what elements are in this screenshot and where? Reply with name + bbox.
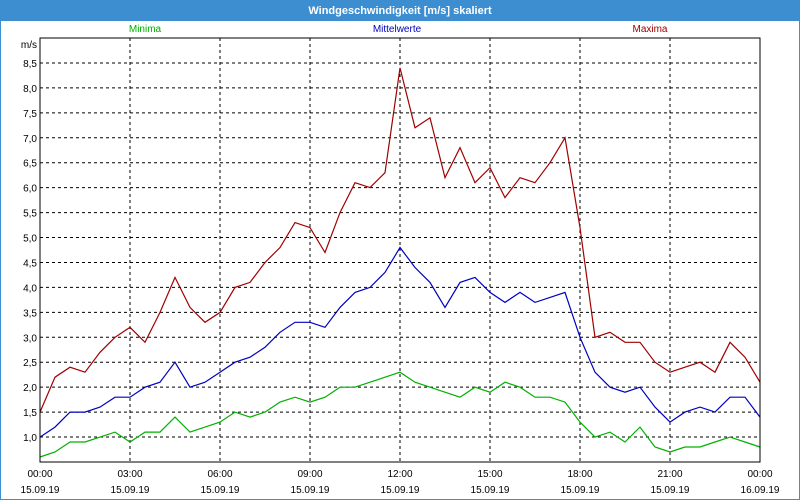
y-tick-label: 8,0 <box>23 84 37 95</box>
x-tick-time: 03:00 <box>117 469 142 480</box>
y-axis-unit: m/s <box>21 40 37 51</box>
x-tick-time: 00:00 <box>747 469 772 480</box>
x-tick-date: 15.09.19 <box>201 485 240 496</box>
x-tick-time: 09:00 <box>297 469 322 480</box>
x-tick-time: 18:00 <box>567 469 592 480</box>
legend-minima: Minima <box>129 24 162 35</box>
x-tick-date: 16.09.19 <box>741 485 780 496</box>
x-tick-date: 15.09.19 <box>111 485 150 496</box>
series-line-mittelwerte <box>39 246 761 438</box>
y-tick-label: 3,5 <box>23 308 37 319</box>
y-tick-label: 3,0 <box>23 333 37 344</box>
y-tick-label: 1,0 <box>23 433 37 444</box>
y-tick-label: 7,0 <box>23 134 37 145</box>
legend-mittelwerte: Mittelwerte <box>373 24 422 35</box>
series-line-minima <box>39 371 761 458</box>
series-line-maxima <box>39 67 761 413</box>
y-tick-label: 6,0 <box>23 184 37 195</box>
y-tick-label: 2,0 <box>23 383 37 394</box>
y-tick-label: 7,5 <box>23 109 37 120</box>
y-tick-label: 4,5 <box>23 258 37 269</box>
x-tick-time: 06:00 <box>207 469 232 480</box>
x-tick-time: 00:00 <box>27 469 52 480</box>
x-tick-time: 15:00 <box>477 469 502 480</box>
grid <box>39 38 761 462</box>
series-lines <box>39 67 761 458</box>
x-tick-date: 15.09.19 <box>381 485 420 496</box>
y-tick-label: 2,5 <box>23 358 37 369</box>
window-title: Windgeschwindigkeit [m/s] skaliert <box>1 1 799 21</box>
x-tick-time: 21:00 <box>657 469 682 480</box>
y-tick-label: 5,5 <box>23 209 37 220</box>
x-tick-date: 15.09.19 <box>21 485 60 496</box>
y-tick-label: 4,0 <box>23 283 37 294</box>
y-tick-label: 8,5 <box>23 59 37 70</box>
x-tick-time: 12:00 <box>387 469 412 480</box>
x-tick-date: 15.09.19 <box>291 485 330 496</box>
x-tick-date: 15.09.19 <box>471 485 510 496</box>
plot-frame <box>39 37 761 463</box>
y-tick-label: 5,0 <box>23 234 37 245</box>
legend: Minima Mittelwerte Maxima <box>129 24 668 35</box>
y-tick-label: 6,5 <box>23 159 37 170</box>
y-tick-label: 1,5 <box>23 408 37 419</box>
axes: 1,0 1,5 2,0 2,5 3,0 3,5 4,0 4,5 5,0 5,5 6,0 6,5 7,0 7… <box>21 37 780 496</box>
x-tick-date: 15.09.19 <box>561 485 600 496</box>
legend-maxima: Maxima <box>632 24 667 35</box>
x-tick-date: 15.09.19 <box>651 485 690 496</box>
